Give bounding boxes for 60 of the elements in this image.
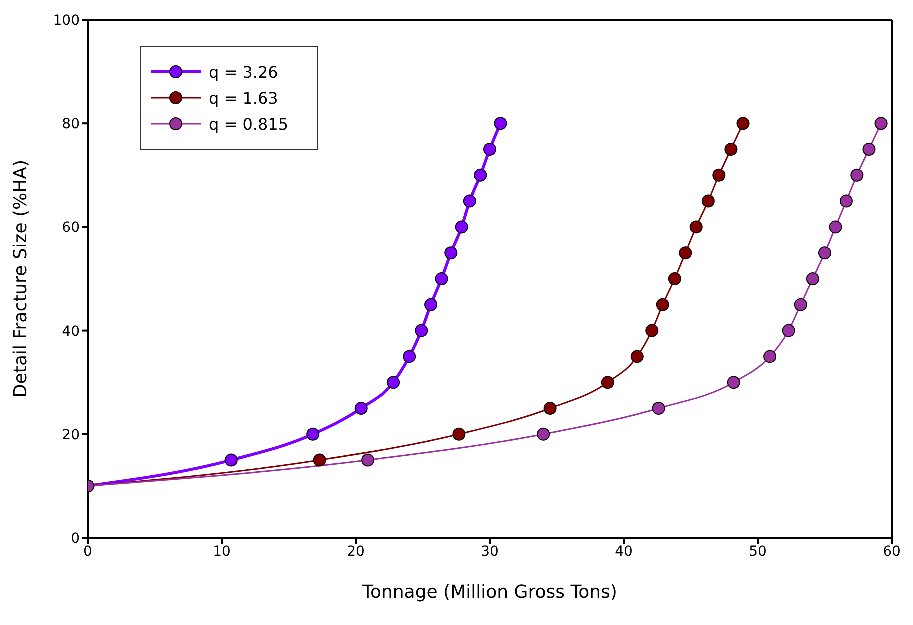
point [444,246,458,260]
point [455,220,468,234]
y-tick-label: 80 [62,116,80,133]
point [840,194,853,208]
y-tick-label: 60 [62,220,80,236]
legend-label: q = 0.815 [209,114,289,134]
point [874,117,888,130]
x-tick-label: 40 [615,544,633,560]
point [354,402,368,415]
point [690,220,703,234]
y-tick-label: 0 [71,530,80,547]
point [850,168,864,182]
point [630,350,644,364]
point [727,376,740,390]
x-tick-label: 10 [213,544,231,560]
point [646,324,659,338]
point [537,428,550,441]
point [782,324,796,338]
point [764,350,777,364]
point [544,402,557,415]
legend-label: q = 3.26 [209,62,278,82]
x-tick-label: 50 [749,544,767,560]
x-tick-label: 20 [347,544,365,560]
point [862,143,876,156]
point [829,220,842,234]
point [452,428,466,441]
point [818,246,832,260]
point [463,194,476,208]
x-tick-label: 0 [84,544,92,560]
point [224,454,238,467]
point [712,168,726,182]
x-tick-label: 30 [481,544,499,560]
legend-label: q = 1.63 [209,88,278,108]
point [736,117,750,130]
point [306,428,320,441]
point [724,143,738,156]
point [601,376,614,390]
point [362,454,375,467]
point [387,376,400,390]
point [702,194,715,208]
point [656,298,670,312]
point [424,298,438,312]
point [652,402,666,415]
point [415,324,428,338]
y-tick-label: 100 [53,12,80,29]
point [474,168,488,182]
point [679,246,692,260]
x-axis-title: Tonnage (Million Gross Tons) [362,582,618,603]
point [435,272,448,286]
x-tick-label: 60 [883,544,901,560]
point [794,298,808,312]
point [313,454,326,467]
y-axis-title: Detail Fracture Size (%HA) [10,160,32,398]
point [484,143,496,156]
point [494,117,508,130]
point [806,272,820,286]
point [668,272,682,286]
point [403,350,416,364]
y-tick-label: 20 [62,427,80,444]
y-tick-label: 40 [62,324,80,340]
